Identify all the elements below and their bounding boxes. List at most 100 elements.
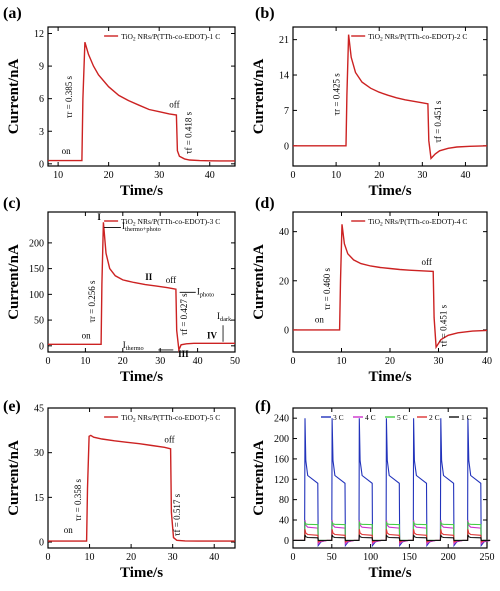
y-tick-label: 0 bbox=[39, 538, 44, 549]
legend-label: 2 C bbox=[429, 413, 440, 422]
data-series-line bbox=[48, 434, 235, 542]
data-series-line bbox=[293, 34, 488, 160]
y-axis-label: Current/nA bbox=[6, 244, 22, 320]
data-series-line bbox=[293, 224, 488, 350]
annotation-on: on bbox=[64, 525, 73, 535]
rise-time-label: τr = 0.256 s bbox=[87, 280, 97, 323]
legend-label: TiO2 NRs/P(TTh-co-EDOT)-3 C bbox=[121, 217, 220, 228]
x-tick-label: 10 bbox=[331, 170, 341, 181]
legend-label: TiO2 NRs/P(TTh-co-EDOT)-1 C bbox=[121, 32, 220, 43]
annotation-on: on bbox=[82, 331, 92, 341]
y-tick-label: 15 bbox=[34, 493, 44, 504]
y-tick-label: 0 bbox=[284, 536, 289, 547]
i-dark-label: Idark bbox=[217, 311, 232, 323]
y-tick-label: 50 bbox=[34, 316, 44, 327]
x-tick-label: 20 bbox=[385, 356, 395, 367]
i-photo-label: Iphoto bbox=[197, 286, 214, 298]
y-axis-label: Current/nA bbox=[6, 59, 22, 135]
panel-label: (d) bbox=[255, 195, 275, 212]
panel-label: (a) bbox=[3, 5, 22, 22]
plot-frame bbox=[47, 211, 236, 353]
fall-time-label: τf = 0.418 s bbox=[184, 111, 194, 154]
panel-label: (f) bbox=[255, 398, 271, 415]
x-axis-label: Time/s bbox=[120, 565, 163, 581]
x-tick-label: 0 bbox=[291, 170, 296, 181]
chart-panel-b: (b) 0 10 20 30 40 0 7 14 21 Time/s Current/nA TiO2 N… bbox=[251, 5, 488, 199]
x-tick-label: 40 bbox=[193, 356, 203, 367]
data-series-line bbox=[293, 534, 491, 541]
panel-label: (e) bbox=[3, 398, 21, 415]
y-tick-label: 200 bbox=[274, 434, 289, 445]
x-axis-label: Time/s bbox=[368, 369, 411, 385]
y-axis-label: Current/nA bbox=[6, 440, 22, 516]
panel-label: (b) bbox=[255, 5, 275, 22]
fall-time-label: τf = 0.517 s bbox=[172, 493, 182, 536]
legend-label: TiO2 NRs/P(TTh-co-EDOT)-4 C bbox=[368, 217, 467, 228]
annotation-off: off bbox=[422, 257, 432, 267]
y-tick-label: 80 bbox=[279, 495, 289, 506]
y-tick-label: 12 bbox=[34, 29, 44, 40]
y-axis-label: Current/nA bbox=[251, 59, 267, 135]
x-tick-label: 0 bbox=[46, 356, 51, 367]
y-tick-label: 100 bbox=[29, 290, 44, 301]
x-tick-label: 250 bbox=[480, 552, 495, 563]
region-III-label: III bbox=[178, 349, 189, 359]
i-thermo-photo-label: Ithermo+photo bbox=[122, 221, 161, 233]
rise-time-label: τr = 0.358 s bbox=[73, 479, 83, 522]
x-tick-label: 40 bbox=[209, 552, 219, 563]
annotation-on: on bbox=[315, 315, 325, 325]
x-tick-label: 30 bbox=[155, 356, 165, 367]
y-tick-label: 30 bbox=[34, 448, 44, 459]
y-tick-label: 200 bbox=[29, 238, 44, 249]
y-tick-label: 240 bbox=[274, 414, 289, 425]
data-series-line bbox=[48, 42, 235, 162]
rise-time-label: τr = 0.425 s bbox=[332, 73, 342, 116]
x-axis-label: Time/s bbox=[368, 565, 411, 581]
x-tick-label: 150 bbox=[402, 552, 417, 563]
annotation-off: off bbox=[169, 99, 179, 109]
y-tick-label: 0 bbox=[39, 159, 44, 170]
i-thermo-label: Ithermo bbox=[123, 340, 144, 352]
annotation-off: off bbox=[164, 434, 174, 444]
x-tick-label: 20 bbox=[118, 356, 128, 367]
chart-panel-f: (f) 0 50 100 150 200 250 0 40 80 120 160 200 240 Time/… bbox=[251, 398, 495, 581]
y-axis-label: Current/nA bbox=[251, 244, 267, 320]
y-tick-label: 40 bbox=[279, 227, 289, 238]
x-tick-label: 30 bbox=[168, 552, 178, 563]
y-tick-label: 0 bbox=[39, 341, 44, 352]
x-tick-label: 0 bbox=[46, 552, 51, 563]
x-tick-label: 200 bbox=[441, 552, 456, 563]
data-series-line bbox=[48, 222, 235, 353]
y-tick-label: 14 bbox=[279, 71, 289, 82]
x-tick-label: 10 bbox=[80, 356, 90, 367]
x-tick-label: 100 bbox=[363, 552, 378, 563]
fall-time-label: τf = 0.451 s bbox=[433, 100, 443, 143]
x-tick-label: 0 bbox=[291, 356, 296, 367]
x-tick-label: 50 bbox=[230, 356, 240, 367]
x-tick-label: 40 bbox=[460, 170, 470, 181]
legend-label: 3 C bbox=[333, 413, 344, 422]
x-tick-label: 10 bbox=[337, 356, 347, 367]
x-tick-label: 30 bbox=[154, 170, 164, 181]
region-II-label: II bbox=[145, 272, 153, 282]
x-tick-label: 0 bbox=[291, 552, 296, 563]
rise-time-label: τr = 0.385 s bbox=[64, 76, 74, 119]
legend-label: 4 C bbox=[365, 413, 376, 422]
y-tick-label: 120 bbox=[274, 475, 289, 486]
legend-label: 1 C bbox=[461, 413, 472, 422]
x-tick-label: 40 bbox=[482, 356, 492, 367]
y-tick-label: 6 bbox=[39, 94, 44, 105]
annotation-off: off bbox=[166, 275, 176, 285]
plot-frame bbox=[292, 26, 488, 167]
annotation-on: on bbox=[62, 146, 72, 156]
x-tick-label: 10 bbox=[85, 552, 95, 563]
y-tick-label: 0 bbox=[284, 141, 289, 152]
y-tick-label: 160 bbox=[274, 454, 289, 465]
y-tick-label: 7 bbox=[284, 106, 289, 117]
panel-label: (c) bbox=[3, 195, 21, 212]
rise-time-label: τr = 0.460 s bbox=[322, 268, 332, 311]
data-series-line bbox=[293, 418, 491, 548]
x-axis-label: Time/s bbox=[120, 369, 163, 385]
x-tick-label: 10 bbox=[53, 170, 63, 181]
